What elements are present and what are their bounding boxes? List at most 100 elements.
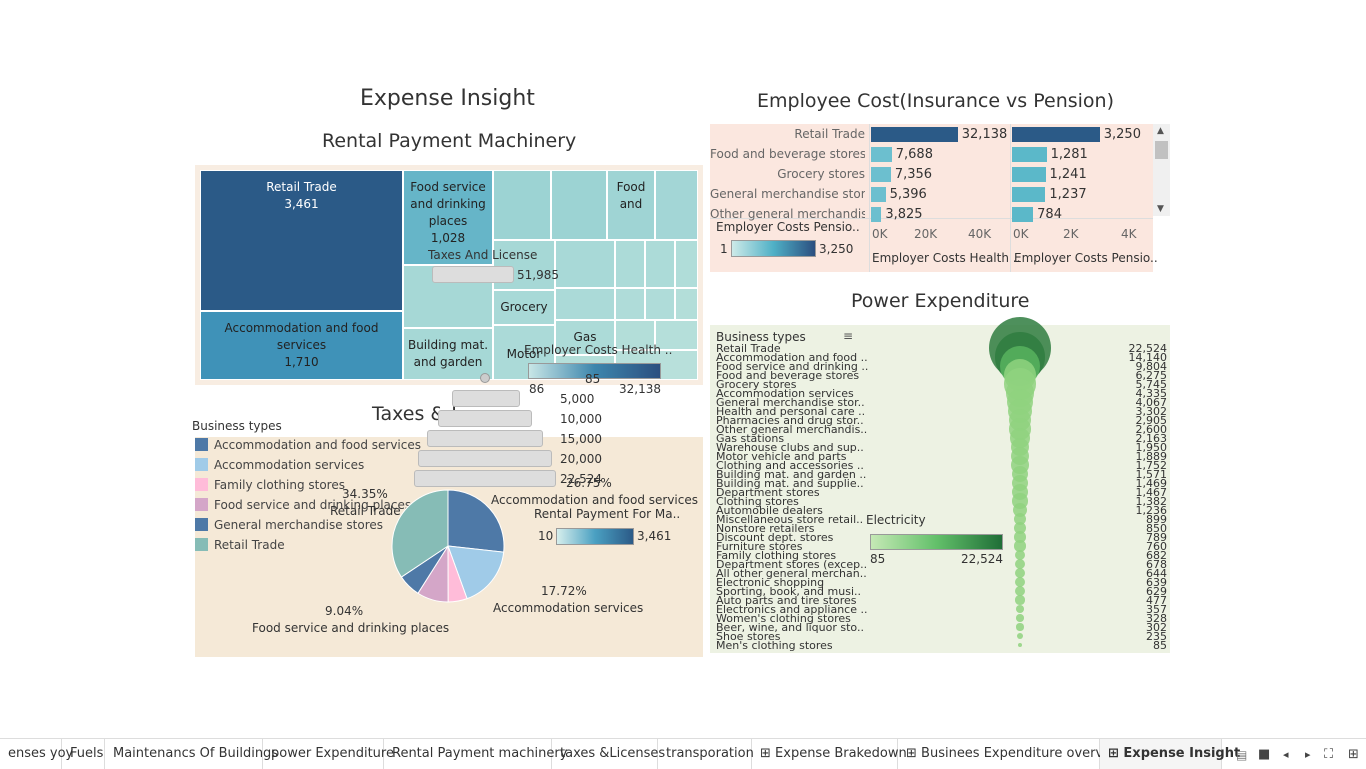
power-row-label[interactable]: Other general merchandis.. <box>716 423 868 436</box>
power-row-label[interactable]: Automobile dealers <box>716 504 823 517</box>
power-row-label[interactable]: Clothing and accessories .. <box>716 459 864 472</box>
funnel-bar[interactable] <box>427 430 543 447</box>
pie-slice[interactable] <box>447 545 505 600</box>
power-circle[interactable] <box>1014 540 1026 552</box>
power-row-label[interactable]: Shoe stores <box>716 630 781 643</box>
power-row-label[interactable]: Food and beverage stores <box>716 369 860 382</box>
power-row-label[interactable]: Motor vehicle and parts <box>716 450 847 463</box>
power-circle[interactable] <box>1016 632 1024 640</box>
treemap-cell[interactable] <box>655 320 698 350</box>
slider-handle[interactable] <box>480 373 490 383</box>
sheet-tab[interactable]: Maintenancs Of Buildings <box>105 739 278 769</box>
power-row-label[interactable]: Accommodation services <box>716 387 854 400</box>
legend-swatch[interactable] <box>195 498 208 511</box>
power-row-label[interactable]: Building mat. and supplie.. <box>716 477 864 490</box>
sheet-tab[interactable]: Fuels <box>62 739 105 769</box>
pension-bar[interactable] <box>1012 187 1046 202</box>
pie-slice[interactable] <box>391 489 449 578</box>
sheet-tab[interactable]: transporation <box>658 739 754 769</box>
sheet-tab[interactable]: Rental Payment machinery <box>384 739 567 769</box>
power-circle[interactable] <box>1016 623 1024 631</box>
legend-item[interactable]: Food service and drinking places <box>214 498 412 512</box>
power-circle[interactable] <box>1014 576 1026 588</box>
sheet-tab[interactable]: ⊞ Expense Brakedown <box>752 739 907 769</box>
sheet-tab[interactable]: taxes &Licenses <box>552 739 665 769</box>
power-row-label[interactable]: Discount dept. stores <box>716 531 834 544</box>
power-row-label[interactable]: Auto parts and tire stores <box>716 594 857 607</box>
treemap-cell[interactable] <box>655 170 698 240</box>
grid-icon[interactable]: ⊞ <box>1348 747 1359 762</box>
health-bar[interactable] <box>871 127 958 142</box>
treemap-cell[interactable] <box>551 170 607 240</box>
power-row-label[interactable]: Miscellaneous store retail.. <box>716 513 864 526</box>
sheet-tab[interactable]: ⊞ Businees Expenditure overvies <box>898 739 1122 769</box>
pension-bar[interactable] <box>1012 147 1047 162</box>
treemap-cell[interactable] <box>645 288 675 320</box>
power-circle[interactable] <box>1014 549 1026 561</box>
power-row-label[interactable]: Nonstore retailers <box>716 522 815 535</box>
power-circle[interactable] <box>1013 521 1026 534</box>
health-bar[interactable] <box>871 147 892 162</box>
power-circle[interactable] <box>1016 605 1024 613</box>
legend-item[interactable]: Family clothing stores <box>214 478 345 492</box>
power-row-label[interactable]: Family clothing stores <box>716 549 837 562</box>
power-row-label[interactable]: Warehouse clubs and sup.. <box>716 441 864 454</box>
employee-row-label[interactable]: Food and beverage stores <box>710 147 865 161</box>
power-row-label[interactable]: Women's clothing stores <box>716 612 851 625</box>
legend-swatch[interactable] <box>195 538 208 551</box>
power-circle[interactable] <box>1014 531 1026 543</box>
legend-item[interactable]: General merchandise stores <box>214 518 384 532</box>
pension-bar[interactable] <box>1012 207 1034 222</box>
treemap-cell[interactable] <box>555 240 615 288</box>
fullscreen-icon[interactable]: ⛶ <box>1324 747 1334 762</box>
sheet-tab[interactable]: enses yoy <box>0 739 73 769</box>
legend-item[interactable]: Accommodation and food services <box>214 438 421 452</box>
power-row-label[interactable]: Accommodation and food .. <box>716 351 868 364</box>
treemap-cell[interactable]: Accommodation and food services 1,710 <box>200 311 403 380</box>
legend-swatch[interactable] <box>195 458 208 471</box>
power-circle[interactable] <box>1014 558 1026 570</box>
power-row-label[interactable]: Department stores <box>716 486 820 499</box>
legend-item[interactable]: Accommodation services <box>214 458 365 472</box>
treemap-cell[interactable] <box>675 240 698 288</box>
power-row-label[interactable]: Sporting, book, and musi.. <box>716 585 861 598</box>
tabs-view-icon[interactable]: ■ <box>1258 747 1271 762</box>
power-row-label[interactable]: Men's clothing stores <box>716 639 833 652</box>
treemap-cell[interactable]: Building mat. and garden <box>403 328 493 380</box>
power-row-label[interactable]: Electronic shopping <box>716 576 825 589</box>
health-bar[interactable] <box>871 207 882 222</box>
scroll-down-icon[interactable]: ▼ <box>1157 204 1164 214</box>
treemap-cell[interactable]: Gas <box>555 320 615 355</box>
power-row-label[interactable]: Building mat. and garden .. <box>716 468 867 481</box>
power-circle[interactable] <box>1015 595 1025 605</box>
employee-scrollbar[interactable]: ▲ ▼ <box>1153 124 1170 216</box>
power-row-label[interactable]: Furniture stores <box>716 540 803 553</box>
treemap-cell[interactable] <box>675 288 698 320</box>
treemap-cell[interactable] <box>493 170 551 240</box>
health-bar[interactable] <box>871 167 891 182</box>
power-row-label[interactable]: Gas stations <box>716 432 785 445</box>
sort-icon[interactable]: ≡ <box>843 329 854 343</box>
power-row-label[interactable]: Department stores (excep.. <box>716 558 868 571</box>
funnel-bar[interactable] <box>414 470 556 487</box>
power-row-label[interactable]: Clothing stores <box>716 495 799 508</box>
funnel-bar[interactable] <box>418 450 552 467</box>
scroll-up-icon[interactable]: ▲ <box>1157 126 1164 136</box>
funnel-bar[interactable] <box>438 410 532 427</box>
power-row-label[interactable]: Electronics and appliance .. <box>716 603 868 616</box>
treemap-cell[interactable] <box>555 288 615 320</box>
scrollbar-thumb[interactable] <box>1155 141 1168 159</box>
treemap-cell[interactable] <box>615 320 655 350</box>
employee-row-label[interactable]: Retail Trade <box>794 127 865 141</box>
power-circle[interactable] <box>1016 614 1024 622</box>
prev-sheet-icon[interactable]: ◂ <box>1283 748 1289 761</box>
power-row-label[interactable]: Retail Trade <box>716 342 781 355</box>
treemap-cell[interactable]: Food and <box>607 170 655 240</box>
treemap-cell[interactable] <box>615 288 645 320</box>
pie-slice[interactable] <box>447 489 505 553</box>
employee-row-label[interactable]: Other general merchandis.. <box>710 207 865 221</box>
rental-treemap[interactable]: Retail Trade 3,461 Accommodation and food… <box>200 170 698 380</box>
power-row-label[interactable]: Beer, wine, and liquor sto.. <box>716 621 864 634</box>
treemap-cell[interactable] <box>645 240 675 288</box>
power-row-label[interactable]: Pharmacies and drug stor.. <box>716 414 864 427</box>
